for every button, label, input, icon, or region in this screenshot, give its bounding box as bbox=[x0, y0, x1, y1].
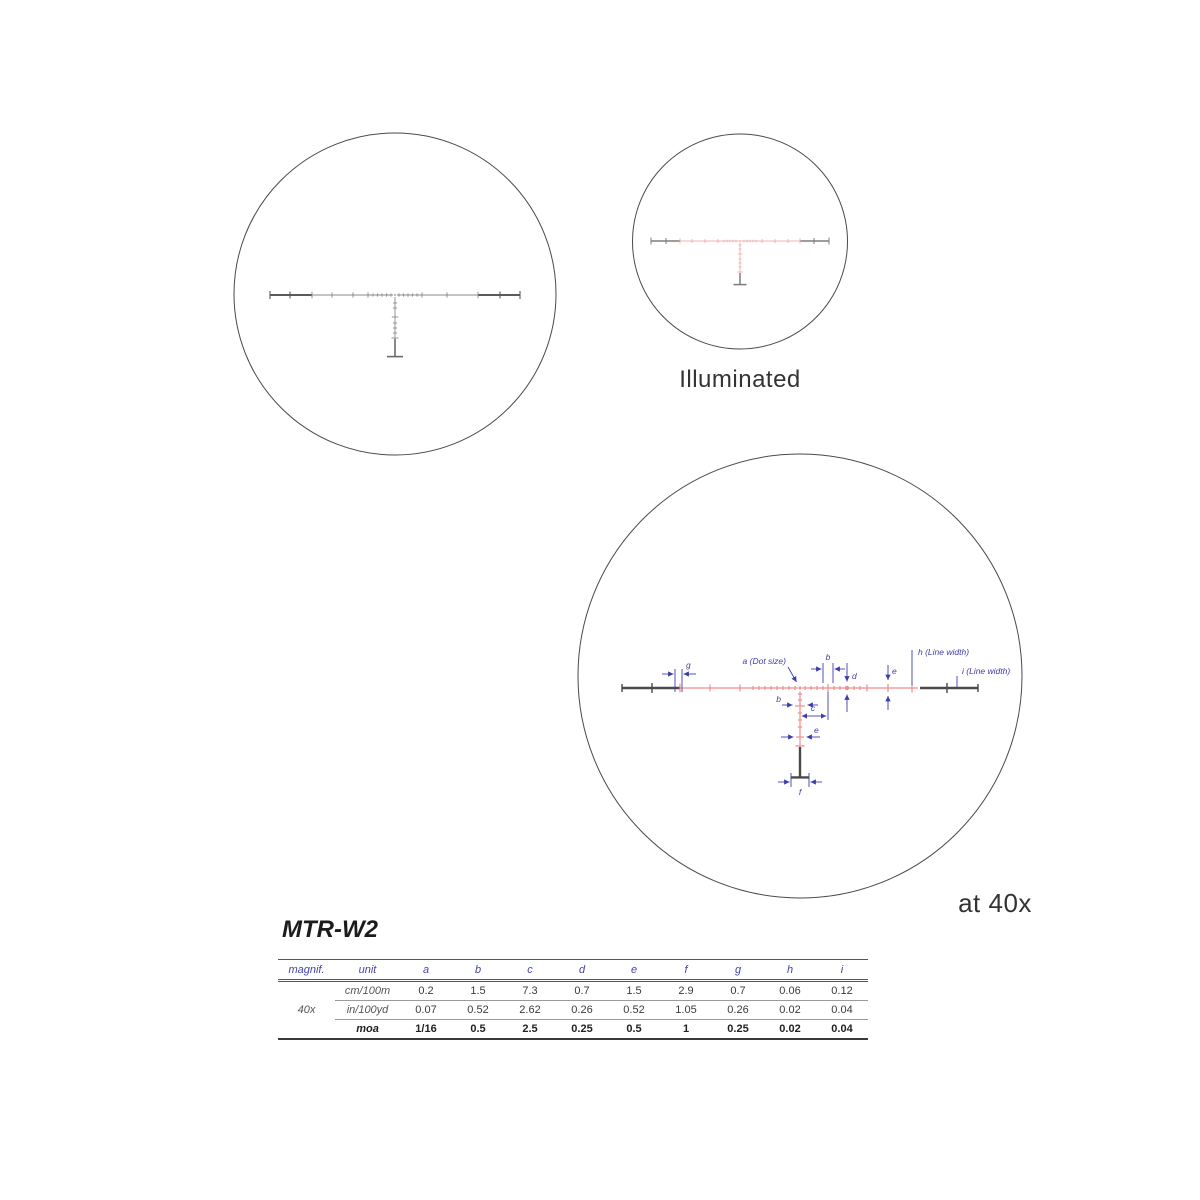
col-header-magnif: magnif. bbox=[278, 959, 335, 982]
spec-cell: 1/16 bbox=[400, 1019, 452, 1040]
caption-illuminated: Illuminated bbox=[679, 366, 801, 393]
label-e-bottom: e bbox=[814, 725, 819, 735]
col-header-b: b bbox=[452, 959, 504, 982]
label-g: g bbox=[686, 660, 691, 670]
caption-at-40x: at 40x bbox=[958, 888, 1032, 918]
unit-cell: moa bbox=[335, 1019, 400, 1040]
magnification-cell: 40x bbox=[278, 980, 335, 1040]
bottom-post bbox=[387, 339, 403, 358]
spec-cell: 0.06 bbox=[764, 980, 816, 1001]
center-dot bbox=[798, 686, 802, 690]
scope-field-circle bbox=[577, 453, 1023, 899]
spec-cell: 0.26 bbox=[556, 1000, 608, 1020]
reticle-figure-40x: g a (Dot size) b c d e h (Line width) i … bbox=[577, 453, 1023, 899]
col-header-g: g bbox=[712, 959, 764, 982]
spec-cell: 0.04 bbox=[816, 1019, 868, 1040]
spec-cell: 0.7 bbox=[712, 980, 764, 1001]
label-e-right: e bbox=[892, 666, 897, 676]
label-h-line-width: h (Line width) bbox=[918, 647, 969, 657]
col-header-e: e bbox=[608, 959, 660, 982]
table-row-moa: moa 1/16 0.5 2.5 0.25 0.5 1 0.25 0.02 0.… bbox=[278, 1019, 868, 1040]
col-header-d: d bbox=[556, 959, 608, 982]
spec-cell: 0.02 bbox=[764, 1019, 816, 1040]
spec-cell: 0.04 bbox=[816, 1000, 868, 1020]
spec-cell: 0.12 bbox=[816, 980, 868, 1001]
col-header-c: c bbox=[504, 959, 556, 982]
unit-cell: cm/100m bbox=[335, 980, 400, 1001]
spec-cell: 0.07 bbox=[400, 1000, 452, 1020]
illuminated-crosshair bbox=[679, 238, 801, 273]
spec-cell: 0.7 bbox=[556, 980, 608, 1001]
spec-cell: 0.5 bbox=[608, 1019, 660, 1040]
scope-field-circle bbox=[632, 133, 848, 350]
label-f: f bbox=[799, 787, 803, 797]
spec-cell: 0.25 bbox=[712, 1019, 764, 1040]
label-i-line-width: i (Line width) bbox=[962, 666, 1010, 676]
spec-cell: 0.52 bbox=[452, 1000, 504, 1020]
col-header-h: h bbox=[764, 959, 816, 982]
spec-cell: 0.5 bbox=[452, 1019, 504, 1040]
table-row-in: in/100yd 0.07 0.52 2.62 0.26 0.52 1.05 0… bbox=[278, 1000, 868, 1020]
spec-cell: 1 bbox=[660, 1019, 712, 1040]
reticle-figure-standard bbox=[233, 132, 557, 456]
col-header-a: a bbox=[400, 959, 452, 982]
scope-field-circle bbox=[233, 132, 557, 456]
spec-cell: 0.25 bbox=[556, 1019, 608, 1040]
spec-cell: 2.9 bbox=[660, 980, 712, 1001]
label-d: d bbox=[852, 671, 857, 681]
bottom-post bbox=[791, 747, 809, 779]
spec-cell: 0.2 bbox=[400, 980, 452, 1001]
label-b-left: b bbox=[776, 694, 781, 704]
label-c: c bbox=[811, 703, 816, 713]
spec-cell: 0.52 bbox=[608, 1000, 660, 1020]
spec-cell: 0.26 bbox=[712, 1000, 764, 1020]
dimension-labels: g a (Dot size) b c d e h (Line width) i … bbox=[686, 647, 1010, 797]
spec-table: magnif. unit a b c d e f g h i 40x cm/10… bbox=[278, 959, 868, 1040]
label-a-dot-size: a (Dot size) bbox=[743, 656, 787, 666]
spec-cell: 2.5 bbox=[504, 1019, 556, 1040]
col-header-i: i bbox=[816, 959, 868, 982]
post-ticks bbox=[650, 237, 830, 245]
fine-crosshair bbox=[311, 291, 479, 339]
spec-cell: 1.5 bbox=[452, 980, 504, 1001]
post-ticks bbox=[269, 291, 521, 299]
unit-cell: in/100yd bbox=[335, 1000, 400, 1020]
label-b-top: b bbox=[826, 652, 831, 662]
red-crosshair bbox=[679, 683, 918, 747]
reticle-figure-illuminated bbox=[632, 133, 848, 350]
bottom-post bbox=[733, 273, 747, 286]
spec-cell: 2.62 bbox=[504, 1000, 556, 1020]
col-header-unit: unit bbox=[335, 959, 400, 982]
table-row-cm: 40x cm/100m 0.2 1.5 7.3 0.7 1.5 2.9 0.7 … bbox=[278, 980, 868, 1040]
table-header-row: magnif. unit a b c d e f g h i bbox=[278, 959, 868, 982]
spec-cell: 0.02 bbox=[764, 1000, 816, 1020]
col-header-f: f bbox=[660, 959, 712, 982]
thick-posts bbox=[621, 683, 979, 693]
spec-cell: 1.05 bbox=[660, 1000, 712, 1020]
spec-cell: 1.5 bbox=[608, 980, 660, 1001]
spec-cell: 7.3 bbox=[504, 980, 556, 1001]
dimension-lines bbox=[662, 650, 958, 787]
page-title: MTR-W2 bbox=[282, 916, 378, 943]
